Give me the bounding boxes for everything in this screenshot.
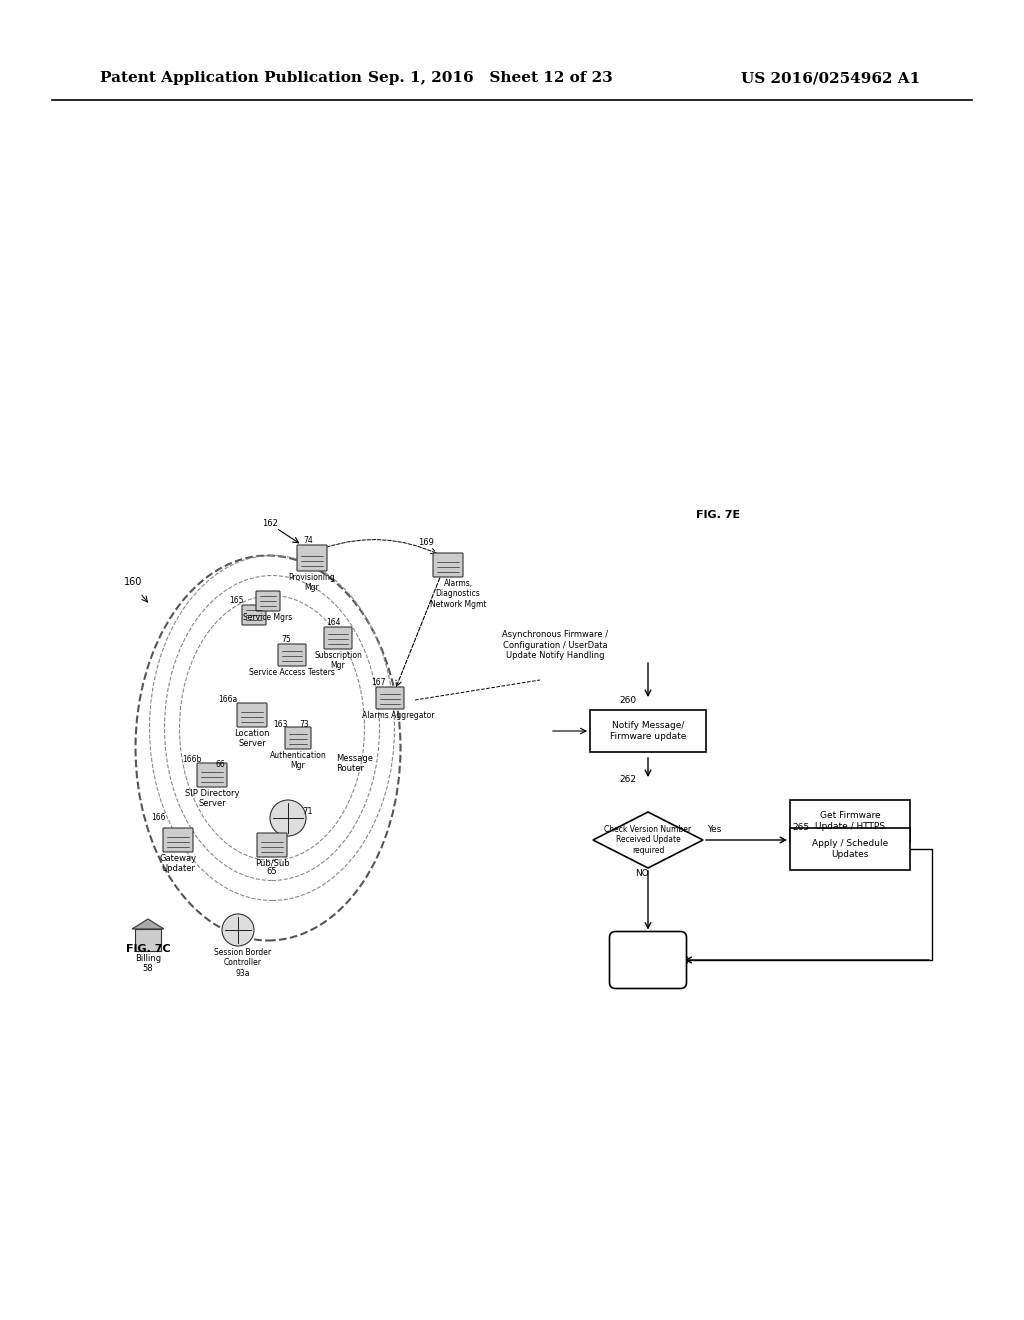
Polygon shape — [593, 812, 703, 869]
Text: Location
Server: Location Server — [234, 729, 269, 748]
Text: Message
Router: Message Router — [336, 754, 373, 774]
Text: SIP Directory
Server: SIP Directory Server — [184, 789, 240, 808]
Text: Service Mgrs: Service Mgrs — [244, 612, 293, 622]
FancyBboxPatch shape — [237, 704, 267, 727]
Text: Alarms Aggregator: Alarms Aggregator — [361, 711, 434, 719]
Text: 166a: 166a — [218, 696, 238, 704]
Text: 74: 74 — [303, 536, 313, 545]
Text: Service Access Testers: Service Access Testers — [249, 668, 335, 677]
Text: FIG. 7C: FIG. 7C — [126, 944, 170, 954]
Text: 167: 167 — [371, 678, 385, 686]
Text: 265: 265 — [792, 822, 809, 832]
Text: 66: 66 — [215, 760, 225, 770]
FancyBboxPatch shape — [297, 545, 327, 572]
Text: NO: NO — [635, 869, 649, 878]
Text: 166b: 166b — [182, 755, 202, 764]
Text: 165: 165 — [228, 597, 244, 605]
Text: Check Version Number
Received Update
required: Check Version Number Received Update req… — [604, 825, 691, 855]
Text: Apply / Schedule
Updates: Apply / Schedule Updates — [812, 840, 888, 859]
FancyBboxPatch shape — [257, 833, 287, 857]
Text: Asynchronous Firmware /
Configuration / UserData
Update Notify Handling: Asynchronous Firmware / Configuration / … — [502, 630, 608, 660]
FancyBboxPatch shape — [242, 605, 266, 624]
FancyBboxPatch shape — [197, 763, 227, 787]
Text: Patent Application Publication: Patent Application Publication — [100, 71, 362, 84]
Text: 75: 75 — [282, 635, 291, 644]
Text: Yes: Yes — [707, 825, 721, 834]
FancyBboxPatch shape — [324, 627, 352, 649]
FancyBboxPatch shape — [790, 800, 910, 842]
FancyBboxPatch shape — [433, 553, 463, 577]
Text: Gateway
Updater: Gateway Updater — [160, 854, 197, 874]
Text: 65: 65 — [266, 867, 278, 876]
Text: FIG. 7E: FIG. 7E — [696, 510, 740, 520]
FancyBboxPatch shape — [256, 591, 280, 611]
Text: 73: 73 — [299, 719, 309, 729]
FancyBboxPatch shape — [590, 710, 706, 752]
FancyBboxPatch shape — [376, 686, 404, 709]
Text: Authentication
Mgr: Authentication Mgr — [269, 751, 327, 771]
Text: 166: 166 — [151, 813, 165, 822]
Text: Notify Message/
Firmware update: Notify Message/ Firmware update — [610, 721, 686, 741]
Circle shape — [222, 913, 254, 946]
Text: 163: 163 — [272, 719, 288, 729]
FancyBboxPatch shape — [285, 727, 311, 748]
Text: Get Firmware
Update / HTTPS: Get Firmware Update / HTTPS — [815, 812, 885, 830]
Text: US 2016/0254962 A1: US 2016/0254962 A1 — [740, 71, 920, 84]
FancyBboxPatch shape — [278, 644, 306, 667]
Text: Session Border
Controller
93a: Session Border Controller 93a — [214, 948, 271, 978]
Text: 162: 162 — [262, 519, 278, 528]
FancyBboxPatch shape — [790, 828, 910, 870]
FancyBboxPatch shape — [135, 929, 161, 950]
Text: Pub/Sub: Pub/Sub — [255, 859, 290, 869]
Circle shape — [270, 800, 306, 836]
Text: 160: 160 — [124, 577, 142, 587]
Text: 169: 169 — [418, 539, 434, 546]
Text: Subscription
Mgr: Subscription Mgr — [314, 651, 361, 671]
Text: Billing
58: Billing 58 — [135, 954, 161, 973]
Text: 164: 164 — [326, 618, 340, 627]
Text: 71: 71 — [303, 807, 313, 816]
Text: Sep. 1, 2016   Sheet 12 of 23: Sep. 1, 2016 Sheet 12 of 23 — [368, 71, 612, 84]
Text: Alarms,
Diagnostics
Network Mgmt: Alarms, Diagnostics Network Mgmt — [430, 579, 486, 609]
Text: 260: 260 — [618, 696, 636, 705]
FancyBboxPatch shape — [163, 828, 193, 851]
Text: 262: 262 — [618, 775, 636, 784]
FancyBboxPatch shape — [609, 932, 686, 989]
Text: Provisioning
Mgr: Provisioning Mgr — [289, 573, 336, 593]
Polygon shape — [132, 919, 164, 929]
